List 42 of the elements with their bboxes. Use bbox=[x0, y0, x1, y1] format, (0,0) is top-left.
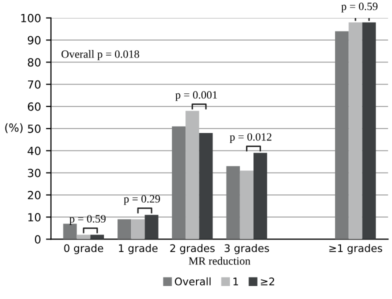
y-tick-label: 20 bbox=[28, 190, 40, 200]
annotation: p = 0.59 bbox=[69, 215, 106, 225]
bar bbox=[335, 31, 349, 240]
y-tick-label: 90 bbox=[28, 36, 40, 44]
x-tick-label: 3 grades bbox=[224, 244, 270, 254]
legend-label: 1 bbox=[233, 278, 238, 286]
annotation: p = 0.29 bbox=[124, 195, 160, 205]
x-tick-label: 2 grades bbox=[170, 244, 215, 254]
bar bbox=[118, 219, 132, 240]
y-tick-label: 70 bbox=[28, 80, 40, 89]
bar bbox=[226, 166, 240, 240]
bar bbox=[131, 219, 145, 240]
legend-label: Overall bbox=[174, 277, 211, 286]
annotation: p = 0.001 bbox=[175, 91, 217, 101]
annotation: p = 0.012 bbox=[230, 133, 272, 143]
bar bbox=[362, 22, 376, 240]
bar bbox=[90, 234, 104, 240]
bar bbox=[240, 170, 254, 240]
bar bbox=[76, 234, 90, 240]
y-tick-label: 60 bbox=[28, 102, 40, 111]
y-tick-label: 100 bbox=[21, 14, 40, 22]
y-tick-label: 50 bbox=[28, 124, 40, 133]
y-tick-label: 0 bbox=[34, 235, 40, 244]
bar bbox=[186, 110, 200, 240]
legend-label: ≥2 bbox=[260, 278, 274, 286]
bar bbox=[63, 224, 77, 240]
text: p = 0.59 bbox=[341, 2, 378, 12]
bar bbox=[199, 132, 213, 240]
y-tick-label: 30 bbox=[28, 168, 40, 178]
y-axis-title: (%) bbox=[5, 123, 23, 134]
bar bbox=[348, 22, 362, 240]
y-tick-label: 80 bbox=[28, 58, 40, 67]
x-axis-title: MR reduction bbox=[188, 256, 250, 265]
x-tick-label: ≥1 grades bbox=[329, 244, 382, 254]
y-tick-label: 10 bbox=[28, 213, 40, 222]
annotation: Overall p = 0.018 bbox=[62, 50, 140, 60]
y-tick-label: 40 bbox=[28, 146, 40, 156]
bar bbox=[172, 126, 186, 240]
x-tick-label: 1 grade bbox=[118, 244, 158, 254]
bar bbox=[144, 214, 158, 240]
x-tick-label: 0 grade bbox=[64, 244, 104, 254]
bar bbox=[254, 152, 268, 240]
